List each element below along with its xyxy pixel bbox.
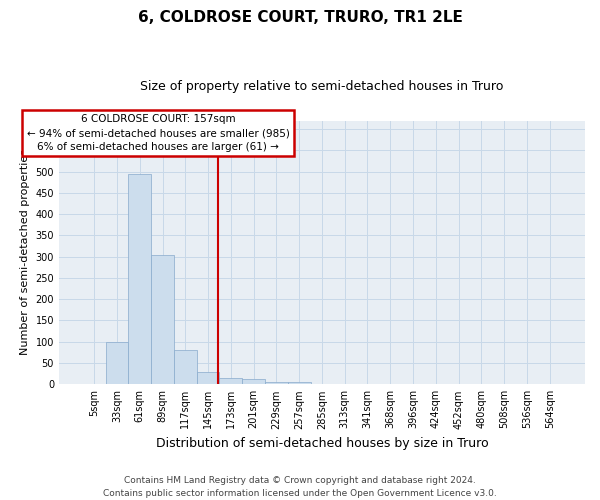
X-axis label: Distribution of semi-detached houses by size in Truro: Distribution of semi-detached houses by … bbox=[155, 437, 488, 450]
Bar bbox=[220, 378, 242, 384]
Bar bbox=[242, 379, 265, 384]
Bar bbox=[106, 342, 128, 384]
Text: 6 COLDROSE COURT: 157sqm
← 94% of semi-detached houses are smaller (985)
6% of s: 6 COLDROSE COURT: 157sqm ← 94% of semi-d… bbox=[26, 114, 289, 152]
Text: Contains HM Land Registry data © Crown copyright and database right 2024.
Contai: Contains HM Land Registry data © Crown c… bbox=[103, 476, 497, 498]
Bar bbox=[174, 350, 197, 384]
Bar bbox=[265, 382, 288, 384]
Y-axis label: Number of semi-detached properties: Number of semi-detached properties bbox=[20, 150, 30, 356]
Bar bbox=[197, 372, 220, 384]
Text: 6, COLDROSE COURT, TRURO, TR1 2LE: 6, COLDROSE COURT, TRURO, TR1 2LE bbox=[137, 10, 463, 25]
Bar bbox=[151, 254, 174, 384]
Bar bbox=[128, 174, 151, 384]
Title: Size of property relative to semi-detached houses in Truro: Size of property relative to semi-detach… bbox=[140, 80, 503, 93]
Bar bbox=[288, 382, 311, 384]
